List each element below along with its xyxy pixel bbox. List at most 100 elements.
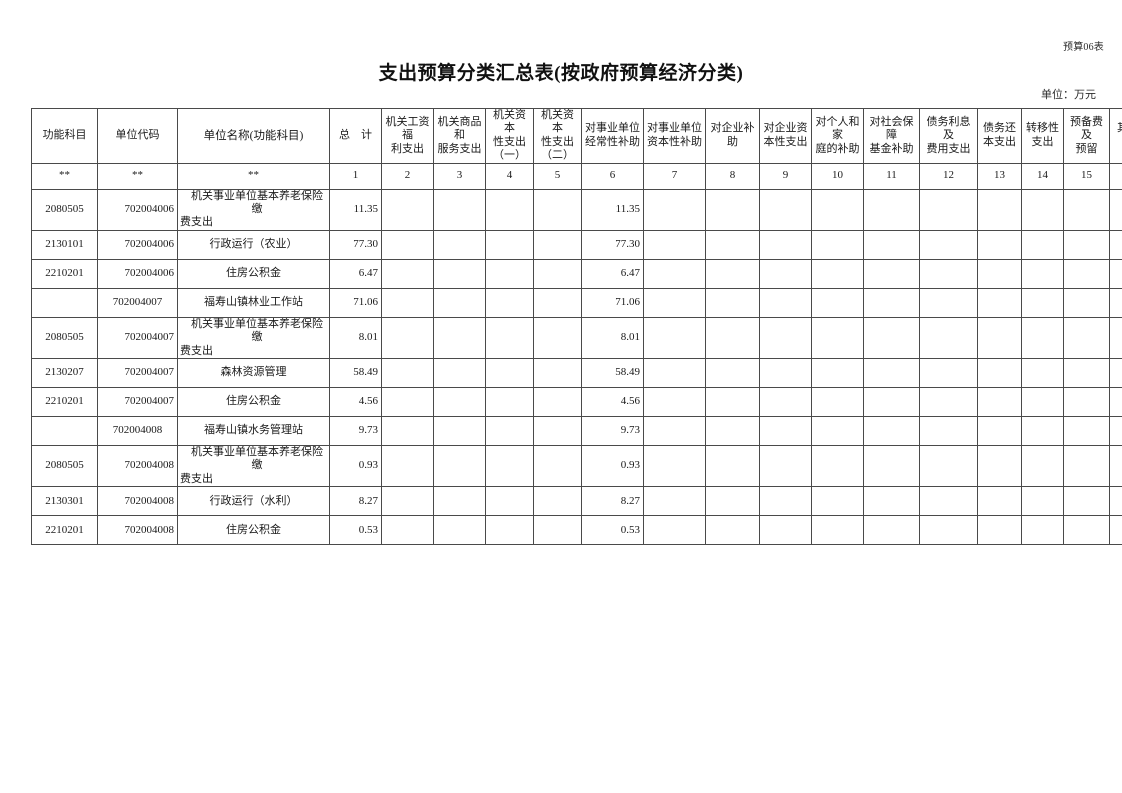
cell-c5 (533, 287, 582, 318)
column-header-line: 费用支出 (926, 142, 971, 155)
cell-unit-name-line1: 机关事业单位基本养老保险缴 (191, 317, 323, 344)
unit-note: 单位：万元 (1041, 89, 1096, 101)
cell-c3 (433, 316, 486, 360)
cell-c13 (977, 287, 1022, 318)
cell-c15 (1063, 229, 1110, 260)
cell-function-code: 2130101 (31, 229, 98, 260)
cell-c10 (811, 486, 864, 517)
cell-unit-name: 行政运行（农业） (177, 229, 330, 260)
table-row[interactable]: 2130101 702004006 行政运行（农业） 77.30 77.30 (31, 229, 1122, 260)
cell-c13 (977, 387, 1022, 418)
column-header-line: （二） (541, 149, 574, 162)
column-header-line: 对企业补助 (710, 122, 755, 148)
cell-unit-name: 森林资源管理 (177, 358, 330, 389)
cell-c14 (1021, 287, 1064, 318)
cell-c10 (811, 515, 864, 546)
cell-c6: 71.06 (581, 287, 644, 318)
cell-c16 (1109, 316, 1122, 360)
cell-unit-code: 702004006 (97, 188, 178, 231)
cell-c8 (705, 316, 760, 360)
column-number-11: 8 (705, 162, 760, 190)
cell-c13 (977, 258, 1022, 289)
table-row[interactable]: 702004007 福寿山镇林业工作站 71.06 71.06 (31, 287, 1122, 318)
cell-c2 (381, 387, 434, 418)
cell-c4 (485, 358, 534, 389)
column-header-line: 对个人和家 (815, 115, 860, 142)
cell-unit-name-line2: 费支出 (180, 216, 213, 229)
column-number-7: 4 (485, 162, 534, 190)
cell-c4 (485, 515, 534, 546)
column-header-line: 单位名称(功能科目) (203, 129, 304, 142)
cell-total: 4.56 (329, 387, 382, 418)
column-header-7: 机关资本 性支出 （一） (485, 108, 534, 164)
cell-c15 (1063, 387, 1110, 418)
table-row[interactable]: 2210201 702004008 住房公积金 0.53 0.53 (31, 515, 1122, 546)
table-row[interactable]: 2210201 702004006 住房公积金 6.47 6.47 (31, 258, 1122, 289)
cell-c7 (643, 445, 706, 488)
header-label-row: 功能科目 单位代码 单位名称(功能科目) 总 计机关工资福 利支出 机关商品和 服务支出 机关… (31, 108, 1122, 164)
cell-function-code: 2080505 (31, 445, 98, 488)
column-header-line: 对企业资 (763, 122, 808, 135)
cell-c11 (863, 416, 920, 447)
column-header-6: 机关商品和 服务支出 (433, 108, 486, 164)
cell-c5 (533, 387, 582, 418)
cell-c16 (1109, 486, 1122, 517)
cell-c11 (863, 316, 920, 360)
cell-function-code (31, 416, 98, 447)
column-header-line: 总 计 (339, 129, 372, 142)
table-row[interactable]: 2130207 702004007 森林资源管理 58.49 58.49 (31, 358, 1122, 389)
cell-c5 (533, 358, 582, 389)
cell-c11 (863, 358, 920, 389)
cell-c2 (381, 188, 434, 231)
cell-c3 (433, 358, 486, 389)
cell-total: 6.47 (329, 258, 382, 289)
column-number-15: 12 (919, 162, 978, 190)
column-header-line: 庭的补助 (815, 142, 860, 155)
cell-c9 (759, 486, 812, 517)
cell-c6: 8.27 (581, 486, 644, 517)
cell-c6: 58.49 (581, 358, 644, 389)
cell-c14 (1021, 515, 1064, 546)
table-row[interactable]: 2130301 702004008 行政运行（水利） 8.27 8.27 (31, 486, 1122, 517)
cell-unit-name: 机关事业单位基本养老保险缴 费支出 (177, 445, 330, 488)
cell-c12 (919, 287, 978, 318)
table-row[interactable]: 2080505 702004007 机关事业单位基本养老保险缴 费支出 8.01 8.01 (31, 316, 1122, 360)
column-header-line: 其他支出 (1113, 122, 1122, 149)
table-row[interactable]: 702004008 福寿山镇水务管理站 9.73 9.73 (31, 416, 1122, 447)
cell-unit-name-line2: 费支出 (180, 344, 213, 357)
header-number-row: ******12345678910111213141516 (31, 162, 1122, 190)
cell-unit-name: 住房公积金 (177, 258, 330, 289)
cell-c4 (485, 387, 534, 418)
cell-c12 (919, 229, 978, 260)
cell-c12 (919, 515, 978, 546)
column-number-9: 6 (581, 162, 644, 190)
table-row[interactable]: 2210201 702004007 住房公积金 4.56 4.56 (31, 387, 1122, 418)
column-header-line: 预备费及 (1070, 115, 1103, 142)
table-row[interactable]: 2080505 702004006 机关事业单位基本养老保险缴 费支出 11.35 11.… (31, 188, 1122, 231)
column-header-5: 机关工资福 利支出 (381, 108, 434, 164)
cell-c6: 8.01 (581, 316, 644, 360)
cell-c14 (1021, 316, 1064, 360)
cell-c11 (863, 258, 920, 289)
cell-total: 58.49 (329, 358, 382, 389)
cell-c14 (1021, 358, 1064, 389)
column-number-17: 14 (1021, 162, 1064, 190)
column-header-line: 转移性 (1026, 122, 1059, 135)
cell-unit-name: 住房公积金 (177, 387, 330, 418)
cell-c8 (705, 387, 760, 418)
column-number-6: 3 (433, 162, 486, 190)
column-header-line: 性支出 (541, 135, 574, 148)
cell-c5 (533, 316, 582, 360)
column-number-4: 1 (329, 162, 382, 190)
cell-c4 (485, 416, 534, 447)
cell-c14 (1021, 445, 1064, 488)
cell-c7 (643, 416, 706, 447)
table-row[interactable]: 2080505 702004008 机关事业单位基本养老保险缴 费支出 0.93 0.93 (31, 445, 1122, 488)
column-number-1: ** (31, 162, 98, 190)
cell-c13 (977, 188, 1022, 231)
cell-c8 (705, 416, 760, 447)
column-header-10: 对事业单位 资本性补助 (643, 108, 706, 164)
cell-c3 (433, 287, 486, 318)
cell-c7 (643, 287, 706, 318)
cell-c10 (811, 387, 864, 418)
